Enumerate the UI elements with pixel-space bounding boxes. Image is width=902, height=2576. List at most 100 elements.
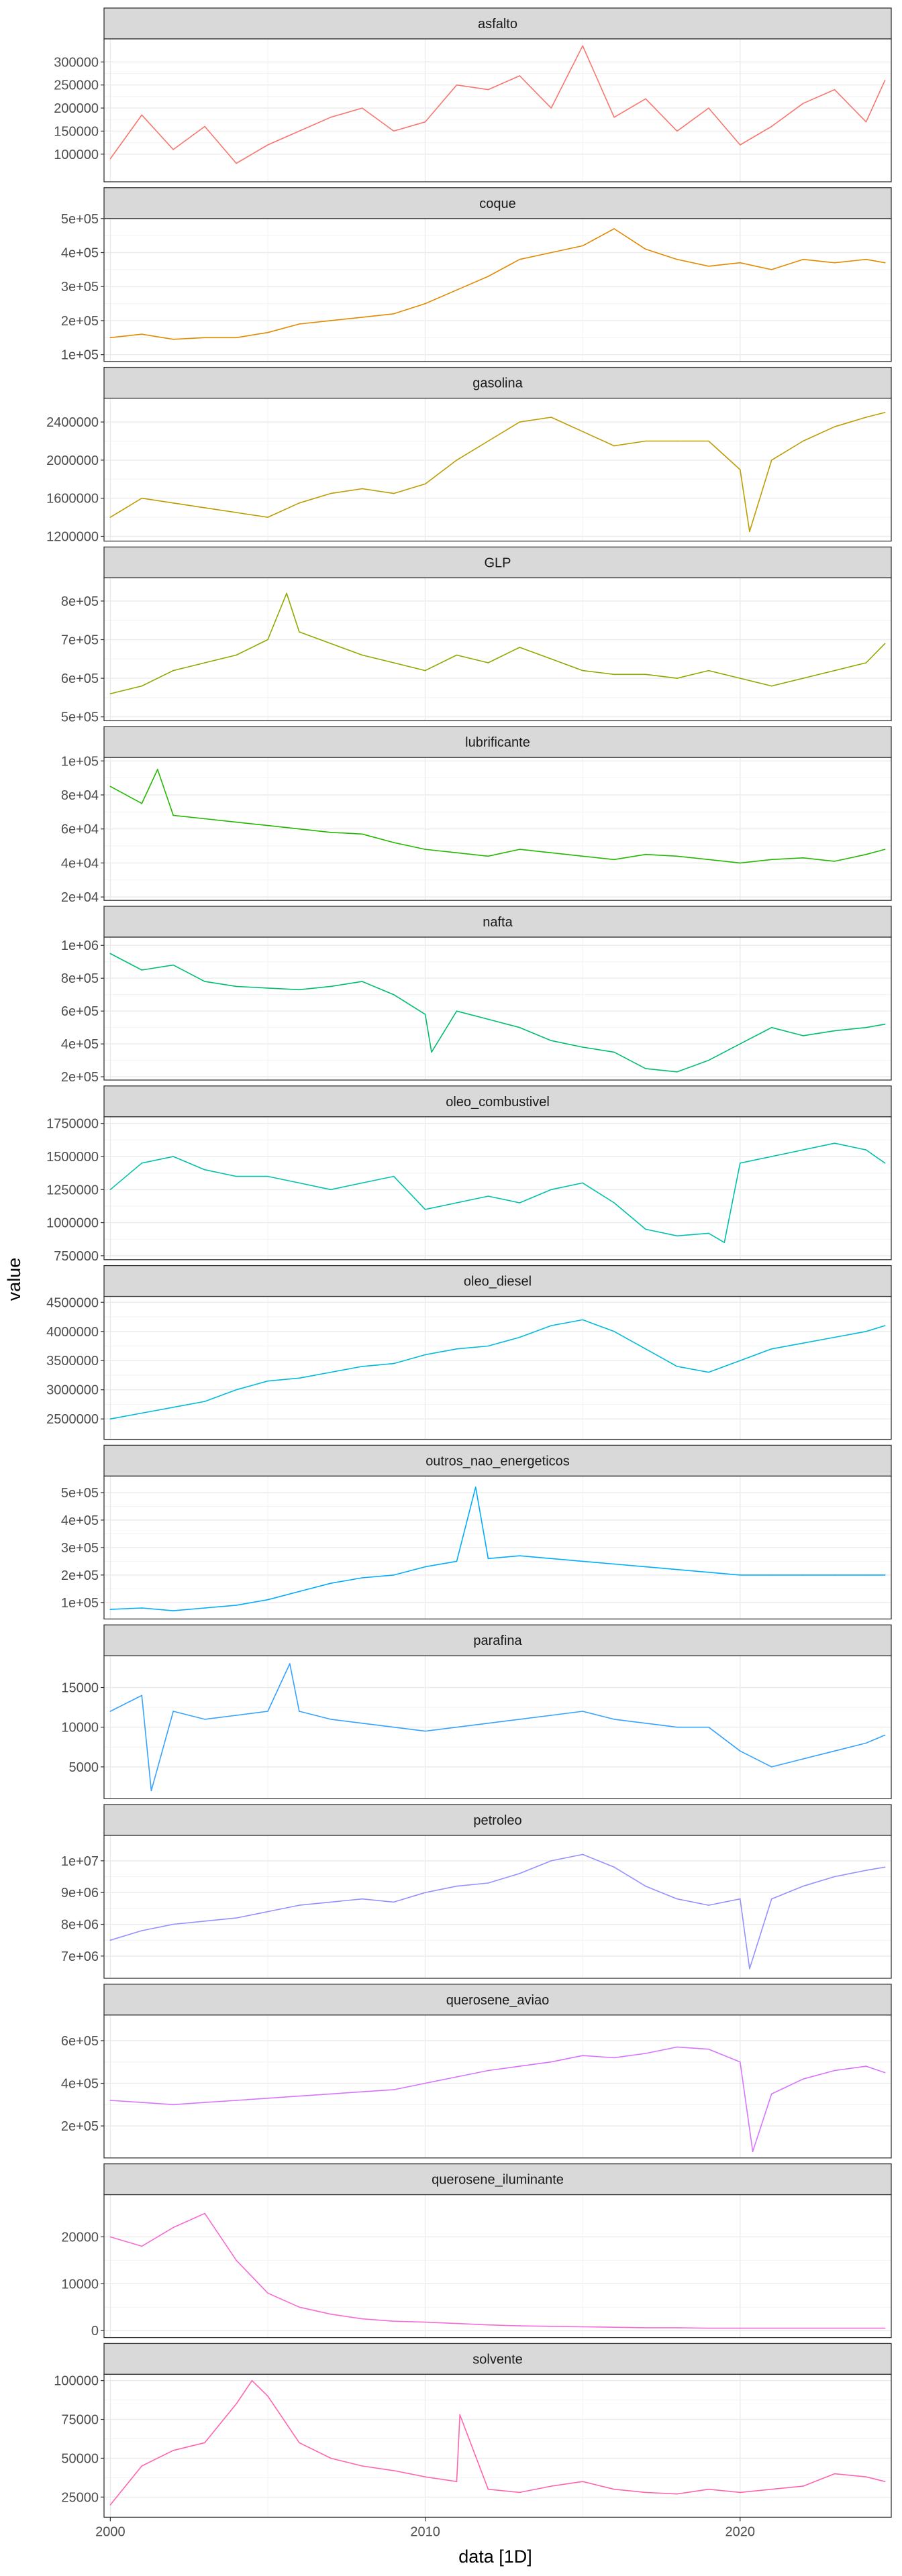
data-point (330, 985, 332, 987)
data-point (739, 1360, 741, 1362)
y-tick-label: 1e+05 (61, 754, 99, 769)
data-point (749, 531, 750, 533)
y-tick-label: 8e+05 (61, 971, 99, 986)
data-point (141, 1412, 143, 1414)
data-point (172, 814, 174, 816)
data-point (739, 2327, 741, 2329)
data-point (550, 2061, 552, 2063)
y-tick-label: 9e+06 (61, 1886, 99, 1900)
data-point (708, 859, 709, 861)
data-point (645, 1068, 646, 1069)
y-tick-label: 15000 (61, 1681, 99, 1696)
data-point (865, 2476, 867, 2478)
data-point (330, 2313, 332, 2315)
data-point (109, 158, 111, 160)
data-point (236, 1917, 237, 1919)
data-point (884, 2072, 886, 2074)
data-point (582, 1046, 583, 1048)
data-point (613, 1202, 615, 1203)
data-point (708, 669, 709, 672)
data-point (802, 1149, 804, 1150)
facet-panel-gasolina: gasolina 1200000 1600000 2000000 2400000 (46, 366, 892, 545)
facet-strip (103, 1804, 892, 1836)
data-point (519, 258, 521, 260)
data-point (141, 2465, 143, 2467)
facet-strip (103, 2163, 892, 2196)
data-point (456, 2076, 458, 2078)
data-point (172, 502, 174, 504)
series-line-asfalto (109, 45, 886, 164)
facet-strip-label: oleo_diesel (464, 1275, 532, 1289)
panel-border (103, 218, 892, 362)
data-point (330, 320, 332, 321)
data-point (645, 440, 646, 442)
data-point (519, 2325, 521, 2326)
data-point (865, 2065, 867, 2067)
data-point (739, 2061, 741, 2063)
data-point (424, 669, 426, 672)
data-point (204, 1401, 205, 1402)
data-point (739, 469, 741, 470)
data-point (361, 833, 363, 835)
panel-background (104, 937, 891, 1080)
facet-strip (103, 1444, 892, 1477)
data-point (361, 2091, 363, 2093)
panel-background (104, 2194, 891, 2338)
data-point (267, 2396, 268, 2397)
data-point (645, 2327, 646, 2328)
y-tick-label: 1e+05 (61, 1596, 99, 1611)
x-tick-label: 2000 (95, 2524, 126, 2539)
facet-strip-label: lubrificante (465, 735, 530, 750)
data-point (456, 289, 458, 291)
data-point (424, 303, 426, 305)
data-point (361, 1182, 363, 1184)
data-point (172, 2104, 174, 2106)
data-point (770, 1348, 772, 1350)
panel-background (104, 578, 891, 721)
y-tick-label: 2e+05 (61, 1070, 99, 1085)
data-point (770, 1026, 772, 1028)
data-point (834, 1030, 836, 1032)
data-point (456, 2481, 458, 2482)
y-tick-label: 2e+04 (61, 890, 99, 905)
data-point (330, 643, 332, 645)
data-point (109, 1711, 111, 1712)
facet-strip-label: GLP (484, 555, 511, 570)
facet-strip (103, 1984, 892, 2016)
data-point (550, 107, 552, 109)
panel-border (103, 2015, 892, 2159)
data-point (802, 1342, 804, 1344)
data-point (456, 460, 458, 461)
data-point (770, 859, 772, 861)
data-point (330, 1901, 332, 1903)
data-point (613, 445, 615, 447)
data-point (299, 502, 300, 504)
data-point (267, 987, 268, 989)
data-point (424, 121, 426, 123)
data-point (708, 1059, 709, 1061)
y-tick-label: 300000 (54, 55, 99, 70)
series-line-oleo_diesel (110, 1319, 885, 1419)
data-point (204, 1169, 205, 1171)
facet-strip-label: asfalto (478, 17, 517, 32)
series-line-querosene_iluminante (110, 2212, 885, 2329)
data-point (519, 647, 521, 648)
data-point (487, 1018, 489, 1020)
x-axis-title: data [1D] (458, 2546, 532, 2567)
data-point (109, 786, 111, 788)
data-point (204, 981, 205, 982)
y-tick-label: 1e+07 (61, 1854, 99, 1869)
data-point (884, 1866, 886, 1868)
data-point (236, 654, 237, 656)
data-point (487, 662, 489, 663)
data-point (613, 1330, 615, 1332)
data-point (172, 2226, 174, 2229)
data-point (884, 1325, 886, 1326)
data-point (251, 2379, 253, 2381)
data-point (884, 643, 886, 645)
data-point (645, 1228, 646, 1230)
data-point (770, 1766, 772, 1768)
data-point (456, 1202, 458, 1203)
facet-panel-oleo_diesel: oleo_diesel 2500000 3000000 3500000 4000000 4… (46, 1265, 892, 1440)
y-tick-label: 10000 (61, 2277, 99, 2292)
